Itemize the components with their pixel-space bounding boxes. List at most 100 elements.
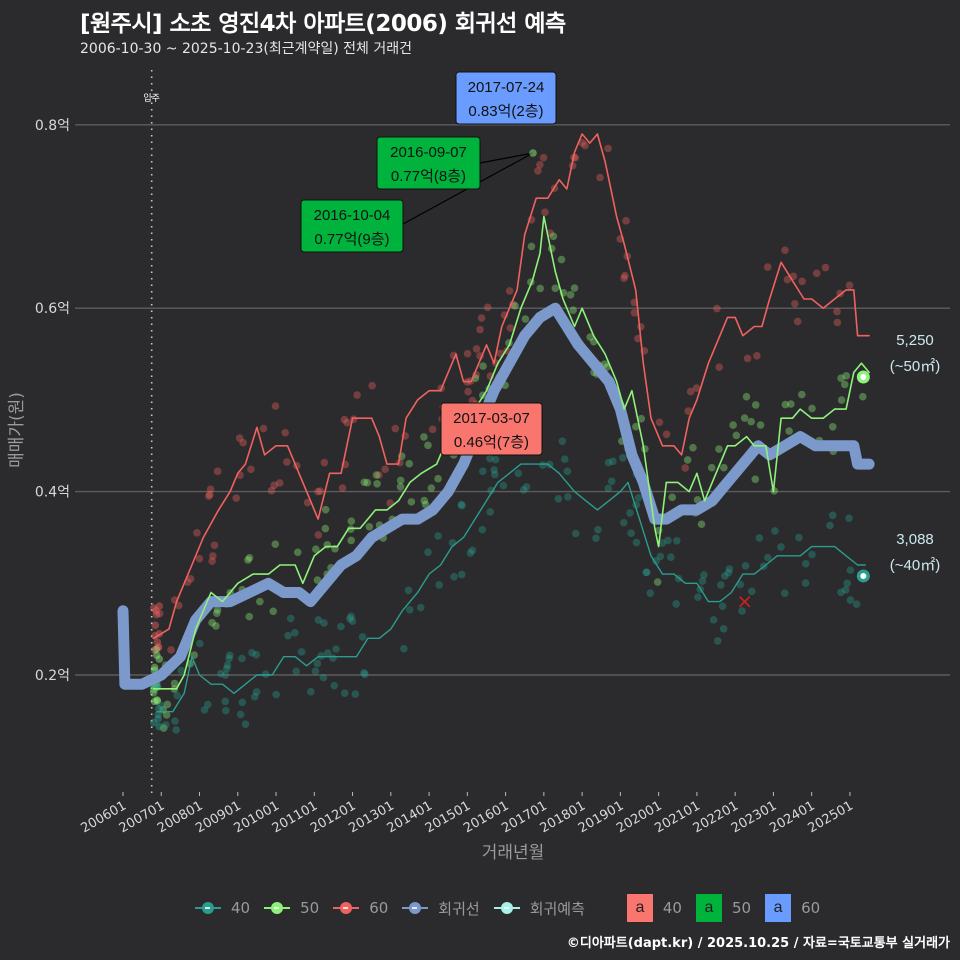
transaction-dot: [154, 643, 163, 651]
transaction-dot: [155, 655, 164, 663]
transaction-dot: [340, 415, 349, 424]
prediction-points: 5,250 (~50㎡) 3,088 (~40㎡): [856, 332, 940, 583]
transaction-dot: [551, 284, 560, 293]
transaction-dot: [152, 651, 161, 659]
transaction-dot: [724, 568, 733, 577]
transaction-dot: [206, 490, 214, 499]
transaction-dot: [692, 384, 701, 392]
transaction-dot: [340, 689, 349, 697]
transaction-dot: [466, 549, 475, 557]
transaction-dot: [381, 465, 389, 474]
transaction-dot: [534, 167, 542, 175]
transaction-dot: [798, 277, 806, 286]
transaction-dot: [270, 481, 279, 490]
annotation-price: 0.46억(7층): [454, 434, 529, 451]
label-swatch-icon: a: [765, 894, 792, 922]
transaction-dot: [225, 654, 233, 663]
transaction-dot: [267, 486, 276, 495]
transaction-dot: [209, 552, 217, 560]
transaction-dot: [221, 671, 230, 679]
anomaly-x-marker: [739, 596, 751, 608]
transaction-dot: [604, 144, 612, 153]
transaction-dot: [626, 509, 634, 517]
transaction-dot: [221, 697, 230, 706]
transaction-dot: [396, 482, 405, 491]
transaction-dot: [852, 600, 861, 609]
transaction-dot: [636, 322, 645, 331]
transaction-dot: [464, 387, 472, 396]
prediction-area-label: (~40㎡): [890, 557, 940, 574]
transaction-dot: [664, 536, 672, 545]
transaction-dot: [208, 557, 216, 565]
legend-label-box-60: a 60: [765, 894, 820, 922]
transaction-dot: [545, 460, 554, 469]
transaction-dot: [747, 587, 756, 596]
transaction-dot: [604, 458, 613, 467]
transaction-dot: [506, 324, 515, 332]
x-axis-title: 거래년월: [482, 843, 545, 863]
transaction-dot: [292, 667, 300, 676]
transaction-dot: [337, 622, 345, 631]
transaction-dot: [828, 511, 837, 520]
legend-label: 50: [731, 899, 752, 917]
transaction-dot: [715, 445, 723, 453]
series-lines: [117, 133, 875, 713]
transaction-dot: [487, 486, 495, 495]
transaction-dot: [223, 661, 232, 670]
legend-label: 60: [801, 899, 821, 917]
transaction-dot: [303, 498, 312, 507]
transaction-dot: [634, 493, 643, 502]
transaction-dot: [420, 496, 429, 505]
transaction-dot: [753, 351, 761, 360]
transaction-dot: [658, 539, 667, 547]
transaction-dot: [499, 481, 508, 490]
transaction-dot: [845, 281, 854, 290]
transaction-dot: [619, 518, 628, 527]
transaction-dot: [434, 474, 442, 483]
transaction-dot: [604, 484, 613, 493]
y-axis-title: 매매가(원): [7, 392, 27, 468]
transaction-dot: [780, 589, 789, 597]
transaction-dot: [718, 602, 727, 610]
label-swatch-icon: a: [626, 894, 653, 922]
transaction-dot: [347, 612, 355, 621]
transaction-dot: [627, 529, 635, 537]
transaction-dot: [785, 427, 793, 435]
transaction-dot: [557, 255, 566, 264]
transaction-dot: [400, 644, 408, 653]
transaction-dot: [781, 400, 790, 409]
transaction-dot: [245, 553, 254, 562]
transaction-dot: [812, 269, 821, 278]
transaction-dot: [151, 646, 159, 654]
transaction-dot: [314, 531, 323, 539]
prediction-value-label: 3,088: [896, 531, 934, 548]
transaction-dot: [244, 556, 252, 564]
transaction-dot: [311, 667, 320, 675]
transaction-dot: [483, 303, 492, 312]
transaction-dot: [763, 263, 772, 271]
transaction-dot: [405, 605, 414, 614]
transaction-dot: [320, 458, 329, 467]
transaction-dot: [193, 529, 201, 537]
series-line-60: [152, 133, 870, 640]
transaction-dot: [607, 477, 616, 486]
transaction-dot: [373, 479, 381, 488]
chart-subtitle: 2006-10-30 ~ 2025-10-23(최근계약일) 전체 거래건: [80, 41, 412, 57]
transaction-dot: [684, 407, 693, 415]
legend-label-box-40: a 40: [626, 894, 682, 922]
transaction-dot: [653, 578, 662, 586]
annotation-date: 2016-09-07: [390, 144, 467, 161]
transaction-dot: [420, 433, 428, 441]
transaction-dot: [732, 431, 741, 440]
transaction-dot: [351, 690, 360, 698]
transaction-dot: [375, 471, 383, 479]
move-in-line: 입주: [143, 70, 160, 795]
transaction-dot: [713, 637, 722, 645]
transaction-dot: [261, 670, 270, 678]
transaction-dot: [361, 670, 369, 679]
legend-item-s50: 50: [264, 899, 319, 917]
transaction-dot: [751, 401, 760, 409]
transaction-dot: [621, 271, 629, 280]
y-axis: 0.2억 0.4억 0.6억 0.8억: [35, 118, 70, 684]
transaction-dot: [536, 160, 544, 169]
